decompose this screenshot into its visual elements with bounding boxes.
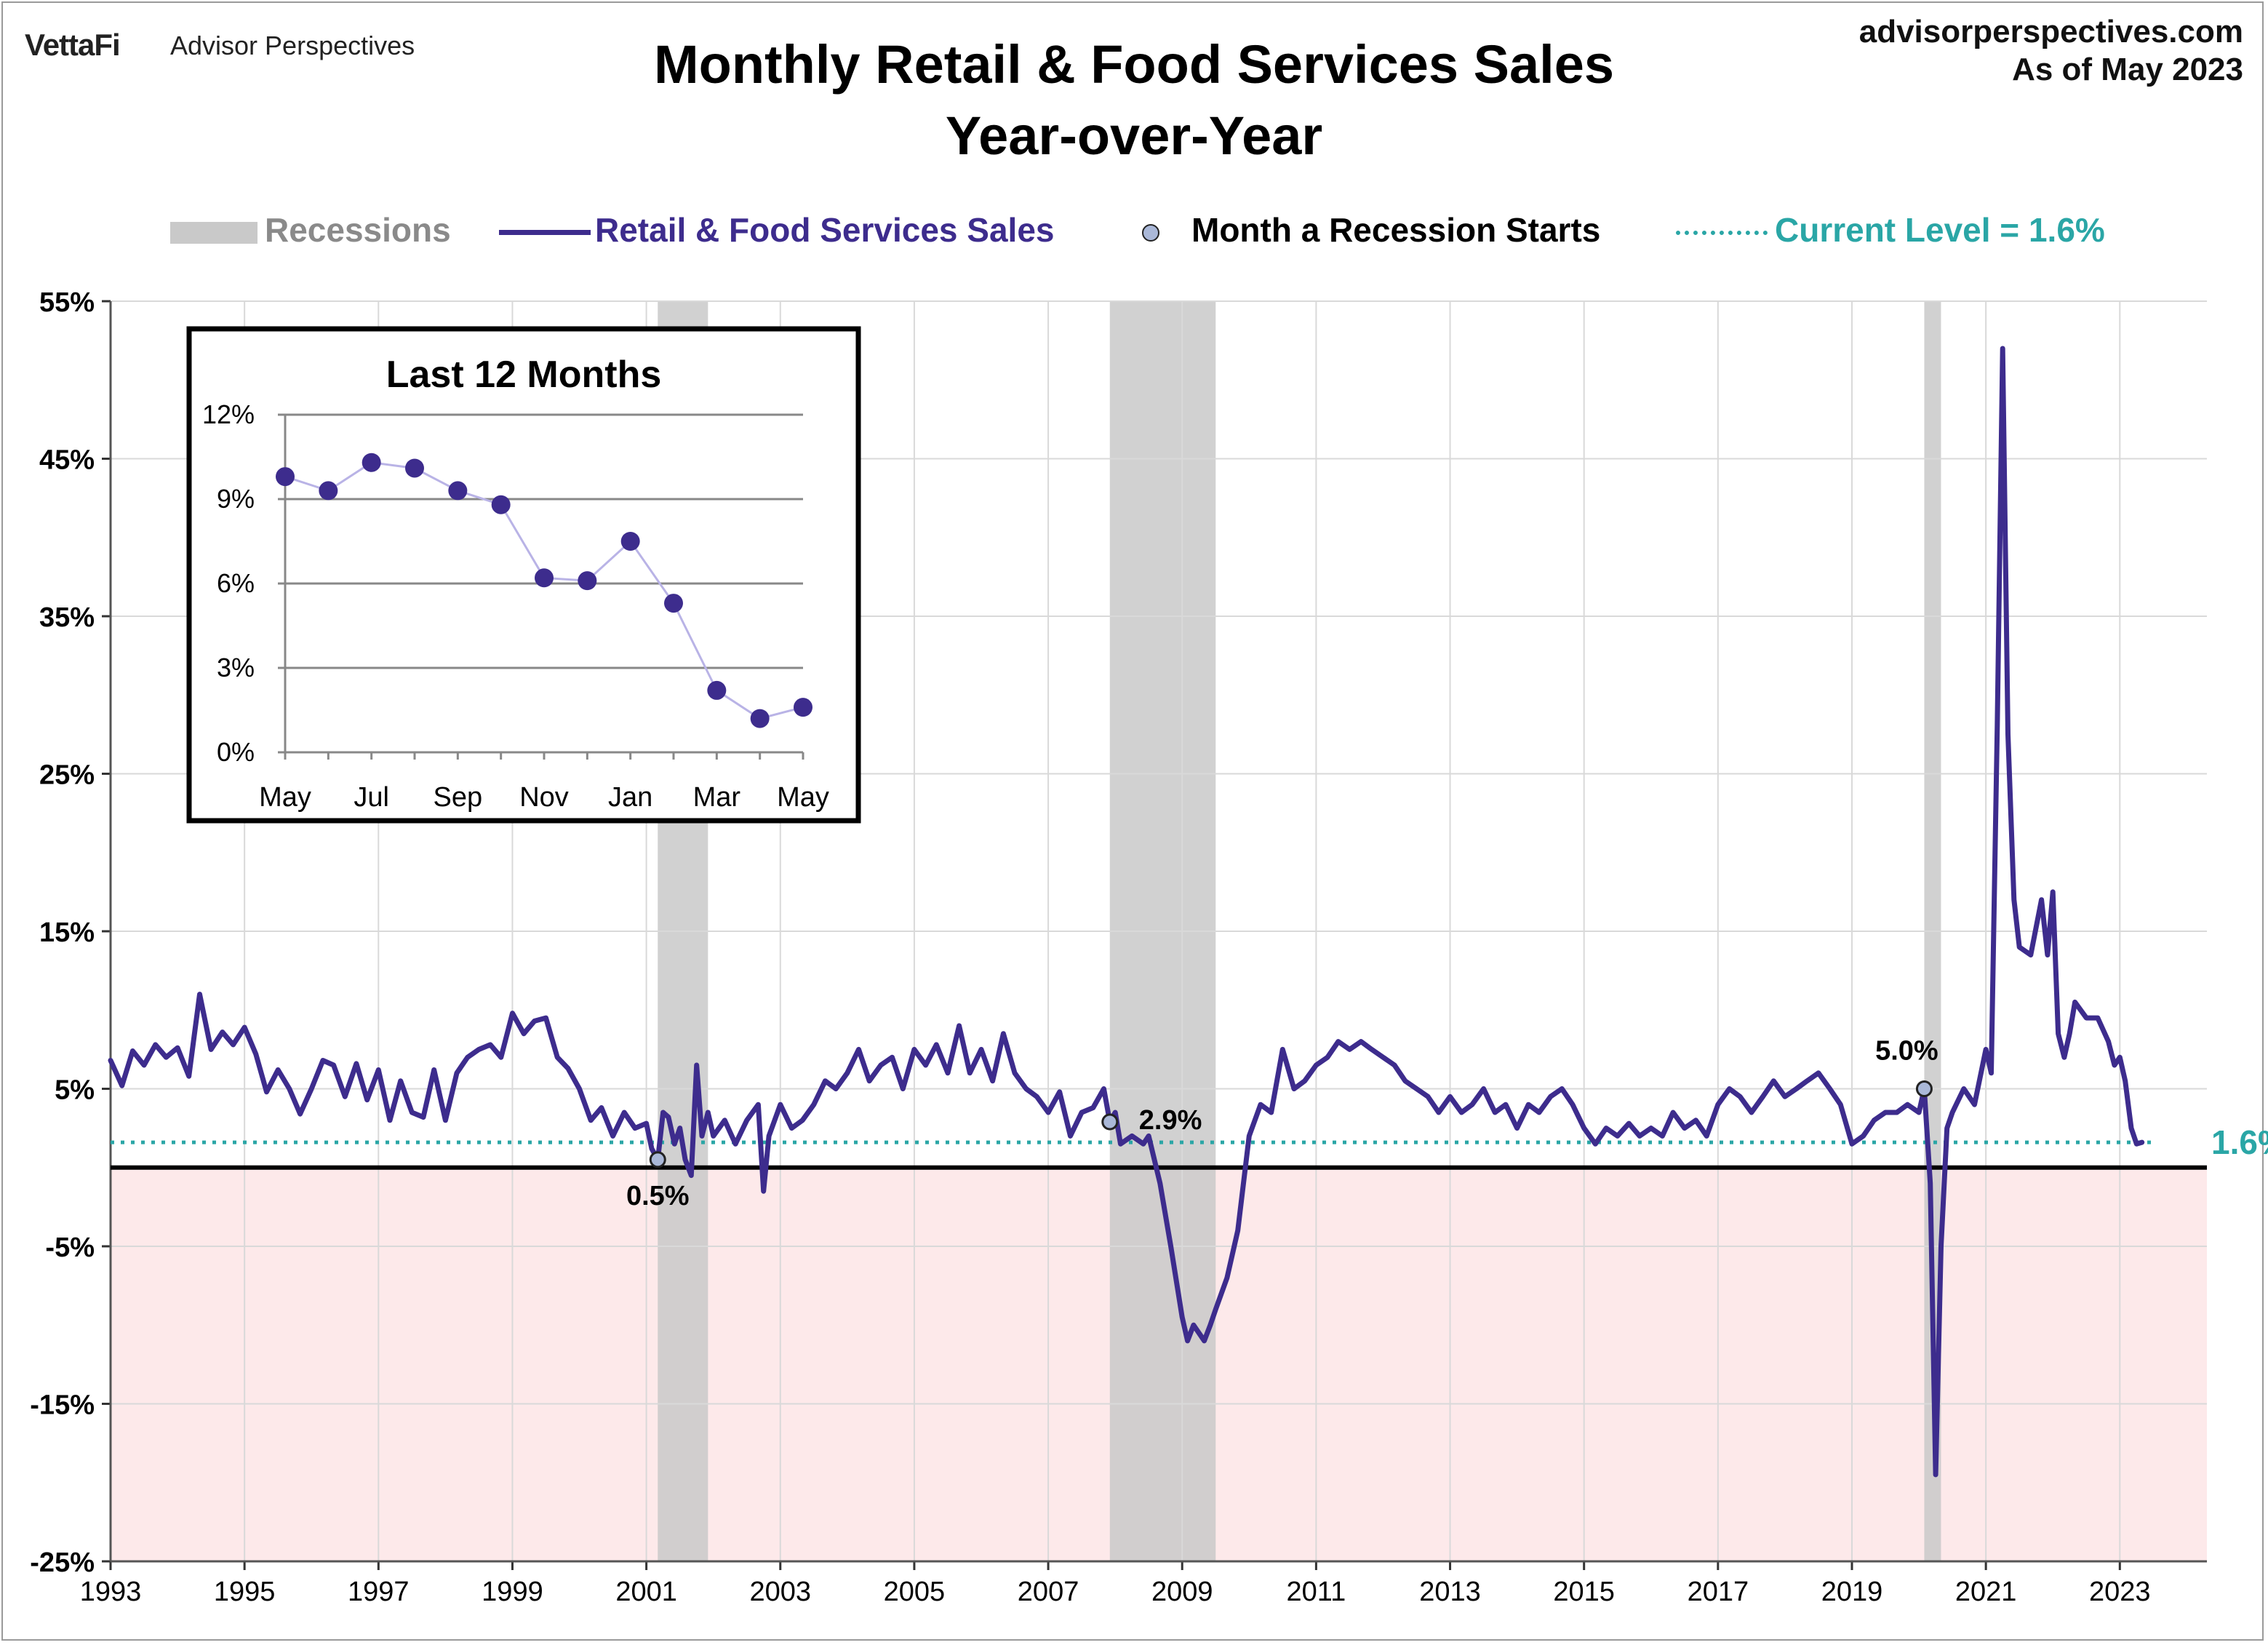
inset-point (750, 709, 770, 728)
x-tick-label: 2019 (1821, 1577, 1883, 1607)
inset-point (405, 458, 424, 478)
recession-start-marker (1915, 1080, 1933, 1097)
y-tick-label: 15% (39, 917, 95, 948)
legend-series-swatch (499, 230, 591, 236)
recession-start-label: 2.9% (1139, 1105, 1202, 1136)
x-tick-label: 1997 (348, 1577, 410, 1607)
legend-recession-swatch (170, 221, 257, 244)
inset-y-tick-label: 0% (217, 737, 255, 767)
x-tick-label: 1999 (482, 1577, 543, 1607)
title-line-2: Year-over-Year (945, 105, 1323, 166)
inset-point (276, 467, 295, 487)
inset-title: Last 12 Months (386, 354, 662, 396)
inset-x-tick-label: Nov (519, 782, 569, 813)
x-tick-label: 2001 (615, 1577, 677, 1607)
inset-point (362, 453, 381, 472)
y-tick-label: 55% (39, 287, 95, 318)
legend: Recessions Retail & Food Services Sales … (0, 208, 2268, 252)
inset-y-tick-label: 12% (202, 399, 255, 429)
legend-current: Current Level = 1.6% (1676, 208, 2105, 252)
legend-current-label: Current Level = 1.6% (1775, 211, 2105, 249)
x-tick-label: 2007 (1018, 1577, 1079, 1607)
inset-x-tick-label: Jul (354, 782, 389, 813)
chart-title: Monthly Retail & Food Services Sales Yea… (0, 29, 2268, 172)
x-tick-label: 2023 (2089, 1577, 2151, 1607)
legend-series: Retail & Food Services Sales (499, 208, 1055, 252)
legend-recession-start: Month a Recession Starts (1142, 208, 1600, 252)
inset-point (620, 532, 640, 551)
y-tick-label: 5% (55, 1075, 95, 1106)
legend-recessions-label: Recessions (265, 211, 451, 249)
x-tick-label: 2009 (1151, 1577, 1213, 1607)
recession-start-marker (1101, 1113, 1119, 1131)
legend-series-label: Retail & Food Services Sales (595, 211, 1055, 249)
x-tick-label: 2017 (1688, 1577, 1749, 1607)
x-tick-label: 2013 (1419, 1577, 1481, 1607)
inset-y-tick-label: 6% (217, 568, 255, 598)
legend-recession-start-label: Month a Recession Starts (1191, 211, 1601, 249)
inset-point (794, 698, 812, 717)
title-line-1: Monthly Retail & Food Services Sales (653, 34, 1615, 95)
site-url: advisorperspectives.com (1858, 14, 2243, 49)
legend-recessions: Recessions (170, 208, 451, 252)
inset-point (491, 495, 511, 514)
brand-subtitle: Advisor Perspectives (170, 31, 415, 60)
current-level-label: 1.6% (2211, 1123, 2268, 1161)
legend-marker-icon (1142, 223, 1159, 242)
inset-x-tick-label: Mar (693, 782, 741, 813)
inset-x-tick-label: Jan (608, 782, 652, 813)
inset-y-tick-label: 9% (217, 484, 255, 514)
as-of-date: As of May 2023 (2012, 52, 2243, 87)
x-tick-label: 2011 (1287, 1577, 1346, 1607)
series-line (108, 346, 2145, 1478)
brand-logo: VettaFi (25, 28, 121, 62)
y-tick-label: 35% (39, 602, 95, 633)
x-tick-label: 1995 (214, 1577, 276, 1607)
source-block: advisorperspectives.com As of May 2023 (1859, 13, 2243, 89)
legend-current-swatch (1676, 230, 1768, 235)
x-tick-label: 2003 (749, 1577, 811, 1607)
y-tick-label: 45% (39, 445, 95, 476)
y-tick-label: 25% (39, 760, 95, 791)
inset-point (578, 571, 597, 591)
y-tick-label: -5% (45, 1232, 95, 1263)
inset-x-tick-label: May (777, 782, 829, 813)
recession-start-label: 0.5% (626, 1181, 690, 1211)
inset-point (319, 481, 338, 501)
x-tick-label: 1993 (80, 1577, 142, 1607)
inset-point (707, 680, 727, 700)
x-tick-label: 2005 (884, 1577, 946, 1607)
x-tick-label: 2021 (1955, 1577, 2017, 1607)
y-tick-label: -25% (30, 1548, 95, 1578)
inset-x-tick-label: May (259, 782, 311, 813)
recession-start-label: 5.0% (1875, 1036, 1938, 1067)
x-tick-label: 2015 (1553, 1577, 1615, 1607)
inset-x-tick-label: Sep (434, 782, 483, 813)
inset-box (186, 326, 861, 824)
inset-point (448, 481, 468, 501)
y-tick-label: -15% (30, 1390, 95, 1421)
inset-y-tick-label: 3% (217, 653, 255, 682)
inset-point (535, 568, 554, 588)
inset-point (664, 594, 683, 613)
recession-start-marker (649, 1151, 666, 1168)
